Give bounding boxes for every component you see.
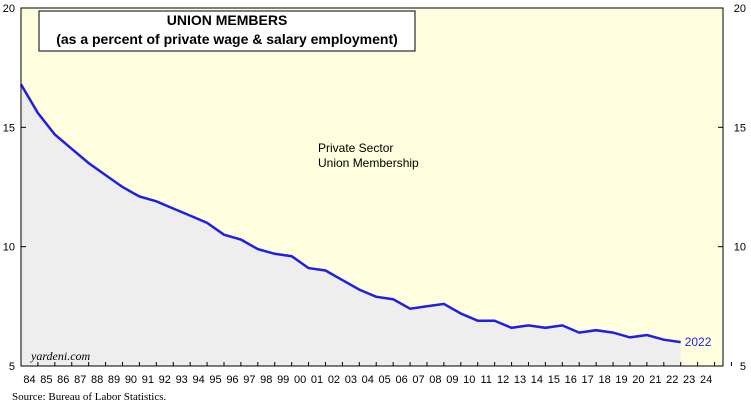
series-annotation: Private Sector Union Membership <box>318 141 419 170</box>
x-tick-label: 13 <box>514 374 526 386</box>
x-tick-label: 84 <box>23 374 35 386</box>
y-tick-label-right: 5 <box>740 361 746 373</box>
x-tick-label: 95 <box>209 374 221 386</box>
x-tick-label: 97 <box>243 374 255 386</box>
x-tick-label: 20 <box>632 374 644 386</box>
x-tick-label: 22 <box>666 374 678 386</box>
x-tick-label: 06 <box>395 374 407 386</box>
x-tick-label: 89 <box>108 374 120 386</box>
union-membership-line <box>19 83 681 344</box>
x-tick-label: 90 <box>125 374 137 386</box>
x-tick-label: 85 <box>40 374 52 386</box>
x-tick-label: 23 <box>683 374 695 386</box>
y-tick-label-right: 20 <box>734 3 746 15</box>
x-tick-label: 03 <box>345 374 357 386</box>
x-tick-label: 94 <box>192 374 204 386</box>
x-tick-label: 00 <box>294 374 306 386</box>
y-tick-label-right: 10 <box>734 242 746 254</box>
x-tick-label: 04 <box>362 374 374 386</box>
x-tick-label: 24 <box>700 374 712 386</box>
plot-frame <box>20 7 724 367</box>
x-tick-label: 05 <box>379 374 391 386</box>
x-tick-label: 15 <box>548 374 560 386</box>
x-tick-label: 19 <box>615 374 627 386</box>
x-tick-label: 12 <box>497 374 509 386</box>
yardeni-watermark: yardeni.com <box>30 349 91 363</box>
x-tick-label: 99 <box>277 374 289 386</box>
x-tick-label: 93 <box>176 374 188 386</box>
x-tick-label: 91 <box>142 374 154 386</box>
x-tick-label: 17 <box>582 374 594 386</box>
y-tick-label-left: 5 <box>9 361 15 373</box>
x-tick-label: 96 <box>226 374 238 386</box>
x-tick-label: 11 <box>480 374 491 386</box>
x-tick-label: 92 <box>159 374 171 386</box>
y-tick-label-left: 20 <box>3 3 15 15</box>
x-tick-label: 86 <box>57 374 69 386</box>
x-tick-label: 88 <box>91 374 103 386</box>
x-tick-label: 08 <box>429 374 441 386</box>
chart-subtitle: (as a percent of private wage & salary e… <box>56 31 398 47</box>
y-tick-label-left: 15 <box>3 122 15 134</box>
end-value-label: 2022 <box>685 335 712 349</box>
source-note: Source: Bureau of Labor Statistics. <box>12 391 167 403</box>
area-under-line <box>21 84 681 367</box>
x-tick-label: 87 <box>74 374 86 386</box>
x-tick-label: 01 <box>311 374 323 386</box>
title-box: UNION MEMBERS (as a percent of private w… <box>38 10 416 52</box>
y-tick-label-right: 15 <box>734 122 746 134</box>
x-tick-label: 21 <box>649 374 661 386</box>
x-tick-label: 10 <box>463 374 475 386</box>
annotation-line: Private Sector <box>318 141 393 155</box>
x-tick-label: 02 <box>328 374 340 386</box>
chart-title: UNION MEMBERS <box>167 12 288 28</box>
x-tick-label: 98 <box>260 374 272 386</box>
annotation-line: Union Membership <box>318 156 419 170</box>
x-tick-label: 18 <box>598 374 610 386</box>
x-tick-label: 09 <box>446 374 458 386</box>
x-tick-label: 16 <box>565 374 577 386</box>
x-tick-label: 07 <box>412 374 424 386</box>
y-tick-label-left: 10 <box>3 242 15 254</box>
x-axis: 84 85 86 87 88 89 90 91 92 93 94 95 96 97 98 99 00 01 02 03… <box>20 362 732 386</box>
x-tick-label: 14 <box>531 374 543 386</box>
